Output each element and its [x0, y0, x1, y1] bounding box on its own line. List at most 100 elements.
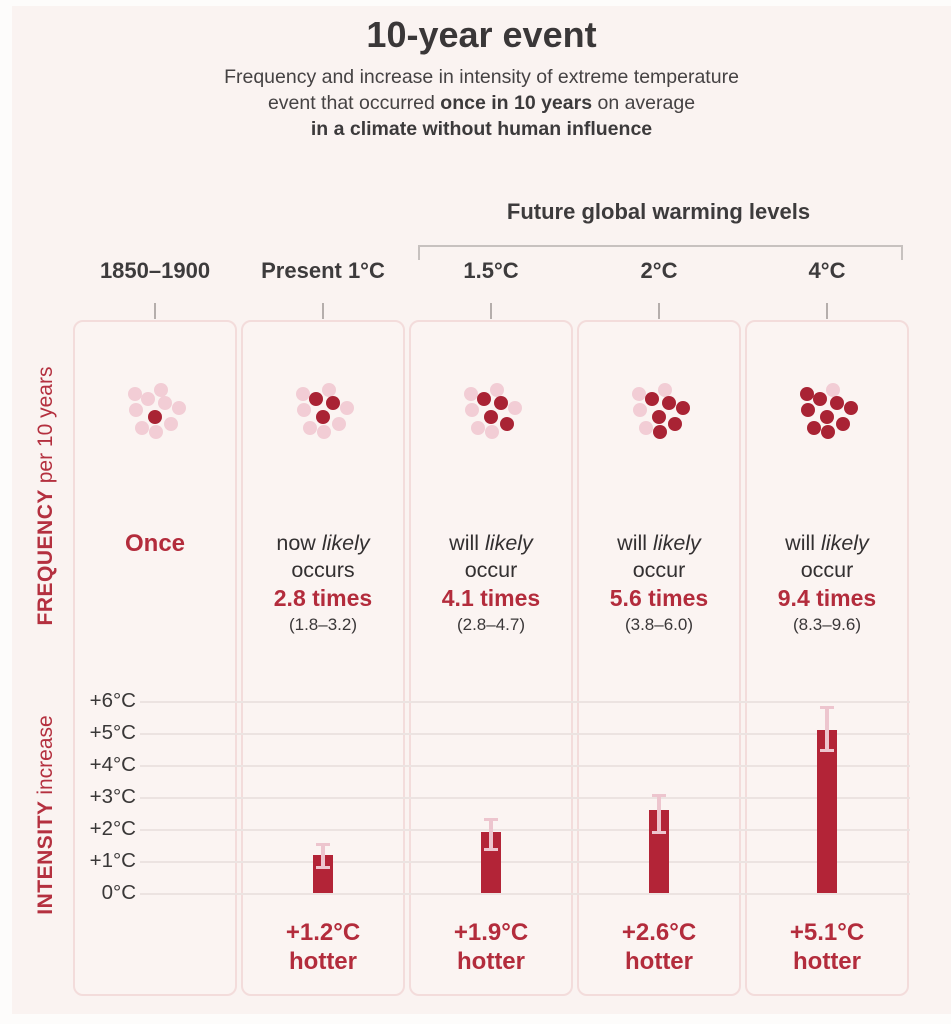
intensity-bar-4°C: [817, 729, 837, 893]
column-header-1-5c: 1.5°C: [463, 258, 519, 283]
column-header-1850-1900: 1850–1900: [99, 258, 211, 283]
frequency-range: (1.8–3.2): [288, 615, 358, 634]
frequency-range: (2.8–4.7): [456, 615, 526, 634]
event-dot-filled: [668, 417, 682, 431]
ytick-plus5c: +5°C: [89, 721, 136, 744]
event-dot-filled: [148, 410, 162, 424]
intensity-errorbar-line: [657, 793, 661, 834]
event-dot-empty: [317, 425, 331, 439]
event-dot-filled: [653, 425, 667, 439]
column-tick: [658, 303, 660, 319]
hotter-label-1-5c: +1.9°C hotter: [453, 919, 529, 975]
event-dot-filled: [844, 401, 858, 415]
event-dot-empty: [128, 387, 142, 401]
event-dot-filled: [801, 403, 815, 417]
intensity-errorbar-line: [825, 705, 829, 753]
hotter-label-present: +1.2°C hotter: [285, 919, 361, 975]
intensity-bar-2°C: [649, 809, 669, 893]
event-dot-filled: [484, 410, 498, 424]
column-tick: [826, 303, 828, 319]
event-dot-filled: [477, 392, 491, 406]
frequency-range: (3.8–6.0): [624, 615, 694, 634]
event-dot-empty: [490, 383, 504, 397]
event-dot-empty: [658, 383, 672, 397]
event-dot-filled: [820, 410, 834, 424]
intensity-bar-1.5°C: [481, 832, 501, 893]
subtitle-line-1: Frequency and increase in intensity of e…: [224, 66, 739, 88]
event-dot-filled: [821, 425, 835, 439]
frequency-times: 5.6 times: [609, 585, 709, 611]
intensity-errorbar-cap-bottom: [316, 866, 330, 869]
ytick-plus3c: +3°C: [89, 785, 136, 808]
event-dot-filled: [836, 417, 850, 431]
hotter-label-2c: +2.6°C hotter: [621, 919, 697, 975]
frequency-line2: occur: [800, 558, 854, 582]
intensity-errorbar-cap-bottom: [484, 848, 498, 852]
gridline-+6°C: [140, 701, 910, 703]
frequency-times: 9.4 times: [777, 585, 877, 611]
intensity-errorbar-cap-top: [652, 793, 666, 797]
event-dot-filled: [830, 396, 844, 410]
frequency-line1: will likely: [617, 531, 701, 555]
gridline-+5°C: [140, 733, 910, 735]
event-dot-filled: [326, 396, 340, 410]
event-dot-empty: [135, 421, 149, 435]
gridline-0°C: [140, 893, 910, 895]
frequency-text-4c: will likely occur 9.4 times (8.3–9.6): [745, 530, 909, 638]
frequency-once-label: Once: [124, 530, 186, 557]
column-header-2c: 2°C: [640, 258, 678, 283]
event-dot-empty: [332, 417, 346, 431]
column-header-4c: 4°C: [808, 258, 846, 283]
page-subtitle: Frequency and increase in intensity of e…: [12, 64, 951, 142]
event-dot-empty: [303, 421, 317, 435]
event-dot-filled: [800, 387, 814, 401]
ytick-plus2c: +2°C: [89, 817, 136, 840]
subtitle-line-2: event that occurred once in 10 years on …: [267, 92, 696, 114]
event-dot-filled: [494, 396, 508, 410]
event-dot-filled: [316, 410, 330, 424]
hotter-label-4c: +5.1°C hotter: [789, 919, 865, 975]
frequency-line1: will likely: [785, 531, 869, 555]
event-dot-empty: [172, 401, 186, 415]
frequency-line2: occurs: [291, 558, 355, 582]
ytick-plus6c: +6°C: [89, 689, 136, 712]
page-title: 10-year event: [366, 14, 597, 55]
frequency-line1: will likely: [449, 531, 533, 555]
frequency-text-2c: will likely occur 5.6 times (3.8–6.0): [577, 530, 741, 638]
gridline-+1°C: [140, 861, 910, 863]
event-dot-filled: [309, 392, 323, 406]
event-dot-empty: [471, 421, 485, 435]
event-dot-empty: [632, 387, 646, 401]
ytick-plus1c: +1°C: [89, 849, 136, 872]
frequency-text-present: now likely occurs 2.8 times (1.8–3.2): [241, 530, 405, 638]
event-dot-empty: [296, 387, 310, 401]
event-dot-filled: [813, 392, 827, 406]
event-dot-filled: [652, 410, 666, 424]
frequency-range: (8.3–9.6): [792, 615, 862, 634]
intensity-errorbar-line: [321, 843, 325, 869]
future-warming-levels-label: Future global warming levels: [506, 199, 811, 224]
event-dot-empty: [149, 425, 163, 439]
gridline-+3°C: [140, 797, 910, 799]
frequency-axis-title: FREQUENCY per 10 years: [34, 366, 57, 626]
event-dot-empty: [465, 403, 479, 417]
frequency-text-1-5c: will likely occur 4.1 times (2.8–4.7): [409, 530, 573, 638]
event-dot-filled: [662, 396, 676, 410]
event-dot-empty: [485, 425, 499, 439]
future-warming-bracket: [418, 245, 903, 260]
infographic-canvas: 10-year event Frequency and increase in …: [12, 6, 951, 1014]
event-dot-empty: [322, 383, 336, 397]
frequency-text-1850-1900: Once: [73, 530, 237, 557]
event-dot-filled: [500, 417, 514, 431]
event-dot-empty: [464, 387, 478, 401]
event-dot-filled: [807, 421, 821, 435]
event-dot-empty: [340, 401, 354, 415]
intensity-errorbar-cap-bottom: [820, 749, 834, 753]
event-dot-empty: [826, 383, 840, 397]
column-tick: [322, 303, 324, 319]
subtitle-line-3: in a climate without human influence: [310, 118, 653, 140]
gridline-+4°C: [140, 765, 910, 767]
frequency-line1: now likely: [276, 531, 370, 555]
column-tick: [490, 303, 492, 319]
